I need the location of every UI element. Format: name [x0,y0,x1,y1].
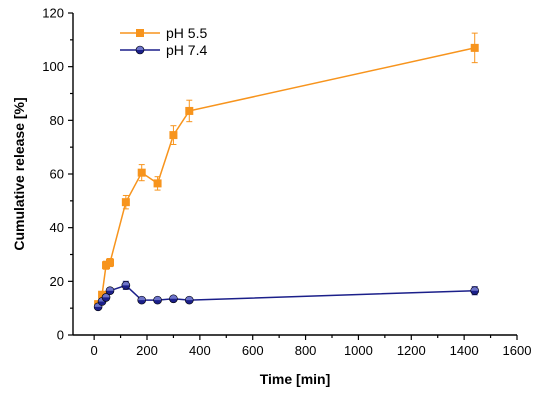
legend-label: pH 7.4 [166,42,207,58]
y-tick-label: 20 [50,274,64,289]
x-axis-title: Time [min] [260,371,331,387]
legend-item: pH 5.5 [120,25,207,41]
data-point-highlight [169,295,178,299]
series-line [97,47,475,305]
data-point-highlight [153,296,162,301]
legend-marker-highlight [136,46,144,50]
y-tick-label: 100 [42,59,64,74]
series-ph-7_4 [93,280,480,312]
legend-label: pH 5.5 [166,25,207,41]
x-tick-label: 600 [242,343,264,358]
x-tick-label: 1200 [397,343,426,358]
y-tick-label: 40 [50,220,64,235]
axes: 0 200 400 600 800 1000 1200 1400 1600 0 20 40 60 80 10… [42,6,531,359]
data-point [121,198,130,207]
data-point-highlight [138,296,146,301]
x-tick-label: 200 [136,343,158,358]
series-ph-5_5 [94,32,479,309]
y-tick-label: 60 [50,167,64,182]
data-point [137,168,146,177]
x-tick-label: 400 [189,343,211,358]
series-line [97,284,475,308]
legend-marker [136,29,144,37]
legend: pH 5.5pH 7.4 [120,25,207,58]
y-tick-label: 0 [57,328,64,343]
data-point [153,179,162,188]
data-point [106,258,114,267]
data-point [470,43,479,52]
x-tick-label: 1600 [503,343,532,358]
data-point-highlight [102,293,110,298]
x-tick-label: 0 [91,343,98,358]
data-point-highlight [185,296,193,301]
data-point [169,131,178,140]
data-point [185,106,194,115]
data-point-highlight [471,287,479,291]
x-tick-label: 800 [295,343,317,358]
x-tick-label: 1400 [450,343,479,358]
data-point-highlight [106,287,114,291]
y-tick-label: 80 [50,113,64,128]
plot-area [93,32,480,312]
legend-item: pH 7.4 [120,42,207,58]
data-point [98,290,107,299]
y-axis-title: Cumulative release [%] [11,97,27,250]
y-tick-label: 120 [42,6,64,21]
x-tick-label: 1000 [344,343,373,358]
data-point-highlight [122,281,130,286]
